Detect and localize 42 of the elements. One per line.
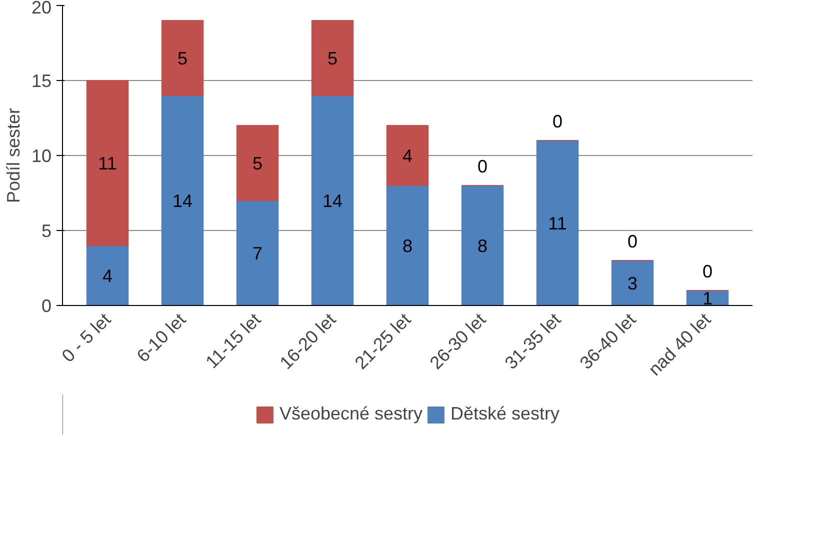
data-label: 5 (327, 48, 338, 68)
bar (386, 185, 429, 306)
legend-label: Všeobecné sestry (279, 404, 423, 424)
y-tick-label: 5 (41, 221, 52, 241)
data-label: 3 (627, 274, 638, 294)
bar (611, 260, 654, 306)
data-label: 1 (702, 288, 713, 308)
data-label: 5 (177, 48, 188, 68)
bar (86, 80, 129, 246)
bar (311, 95, 354, 306)
y-tick-label: 0 (41, 296, 52, 316)
data-label: 8 (402, 236, 413, 256)
data-label: 7 (252, 244, 263, 264)
y-tick-label: 10 (31, 146, 52, 166)
data-label: 0 (552, 112, 563, 132)
x-tick-label: nad 40 let (644, 309, 715, 380)
bar (161, 20, 204, 96)
y-axis-title: Podíl sester (3, 108, 24, 204)
data-label: 0 (702, 262, 713, 282)
bar (236, 125, 279, 201)
data-label: 11 (548, 214, 567, 234)
data-label: 0 (477, 156, 488, 176)
x-tick-label: 0 - 5 let (58, 309, 115, 366)
bar (536, 140, 579, 306)
x-tick-label: 6-10 let (132, 309, 190, 366)
bar (311, 20, 354, 96)
data-label: 5 (252, 154, 263, 174)
bar (86, 245, 129, 306)
bar (161, 95, 204, 306)
legend-label: Dětské sestry (450, 404, 560, 424)
bar (236, 200, 279, 306)
data-label: 14 (172, 191, 193, 211)
data-label: 0 (627, 232, 638, 252)
data-label: 4 (402, 146, 413, 166)
bar (461, 185, 504, 306)
y-tick-label: 20 (31, 0, 52, 18)
data-label: 4 (102, 266, 113, 286)
y-tick-label: 15 (31, 71, 52, 91)
data-label: 11 (98, 154, 117, 174)
data-label: 8 (477, 236, 488, 256)
bar (386, 125, 429, 186)
data-label: 14 (322, 191, 343, 211)
